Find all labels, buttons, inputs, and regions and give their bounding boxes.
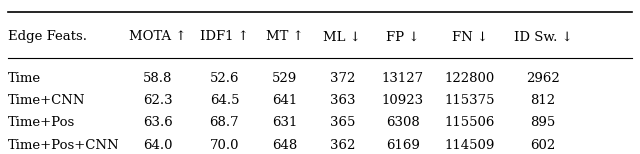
Text: 64.0: 64.0 — [143, 139, 172, 152]
Text: 115375: 115375 — [445, 94, 495, 107]
Text: IDF1 ↑: IDF1 ↑ — [200, 30, 249, 43]
Text: MT ↑: MT ↑ — [266, 30, 304, 43]
Text: 365: 365 — [330, 116, 355, 130]
Text: 62.3: 62.3 — [143, 94, 172, 107]
Text: 372: 372 — [330, 72, 355, 85]
Text: FN ↓: FN ↓ — [452, 30, 488, 43]
Text: 52.6: 52.6 — [210, 72, 239, 85]
Text: Time: Time — [8, 72, 41, 85]
Text: Edge Feats.: Edge Feats. — [8, 30, 87, 43]
Text: Time+Pos: Time+Pos — [8, 116, 75, 130]
Text: 63.6: 63.6 — [143, 116, 172, 130]
Text: 114509: 114509 — [445, 139, 495, 152]
Text: 529: 529 — [273, 72, 298, 85]
Text: ML ↓: ML ↓ — [323, 30, 361, 43]
Text: ID Sw. ↓: ID Sw. ↓ — [514, 30, 572, 43]
Text: Time+CNN: Time+CNN — [8, 94, 85, 107]
Text: 648: 648 — [273, 139, 298, 152]
Text: 363: 363 — [330, 94, 355, 107]
Text: 58.8: 58.8 — [143, 72, 172, 85]
Text: 2962: 2962 — [526, 72, 560, 85]
Text: 6169: 6169 — [386, 139, 420, 152]
Text: 115506: 115506 — [445, 116, 495, 130]
Text: Time+Pos+CNN: Time+Pos+CNN — [8, 139, 120, 152]
Text: 362: 362 — [330, 139, 355, 152]
Text: 70.0: 70.0 — [210, 139, 239, 152]
Text: 602: 602 — [531, 139, 556, 152]
Text: 122800: 122800 — [445, 72, 495, 85]
Text: 13127: 13127 — [382, 72, 424, 85]
Text: 64.5: 64.5 — [210, 94, 239, 107]
Text: 641: 641 — [273, 94, 298, 107]
Text: 68.7: 68.7 — [210, 116, 239, 130]
Text: FP ↓: FP ↓ — [386, 30, 420, 43]
Text: 10923: 10923 — [382, 94, 424, 107]
Text: MOTA ↑: MOTA ↑ — [129, 30, 186, 43]
Text: 895: 895 — [531, 116, 556, 130]
Text: 812: 812 — [531, 94, 556, 107]
Text: 6308: 6308 — [386, 116, 420, 130]
Text: 631: 631 — [272, 116, 298, 130]
